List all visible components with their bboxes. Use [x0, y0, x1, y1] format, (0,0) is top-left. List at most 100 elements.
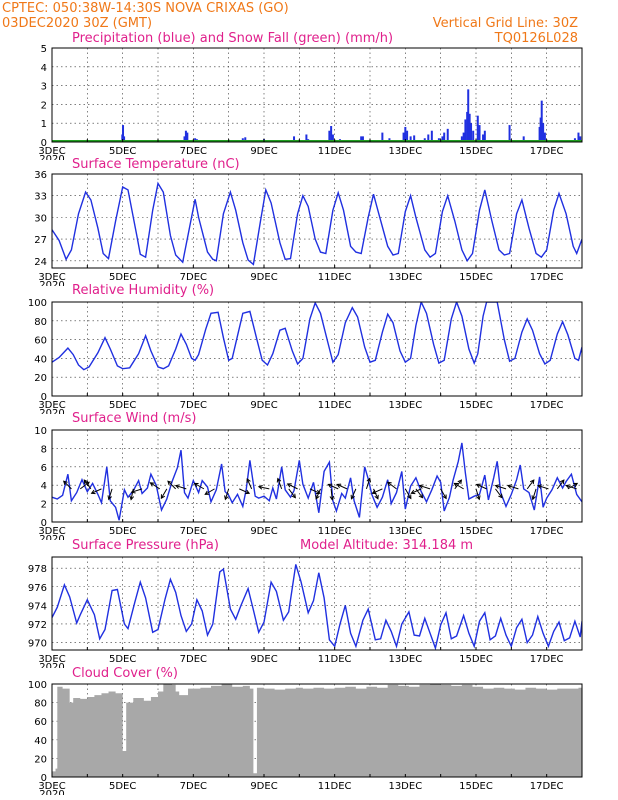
pressure-xtick-label: 17DEC — [530, 654, 564, 665]
wind-xtick-label: 11DEC — [318, 526, 352, 537]
cloud-xtick-label: 9DEC — [250, 781, 277, 792]
precipitation-bar — [446, 128, 449, 142]
wind-arrow-head — [350, 494, 355, 500]
precipitation-panel: 0 1 2 3 4 5 3DEC 5DEC 7DEC 9DEC 11DEC 13DEC 15DEC 17D… — [38, 44, 583, 160]
wind-ytick-label: 2 — [41, 500, 47, 511]
precipitation-bar — [413, 135, 416, 142]
wind-arrow-shaft — [411, 488, 422, 494]
pressure-xtick-label: 13DEC — [388, 654, 422, 665]
pressure-panel: 970 972 974 976 978 3DEC 5DEC 7DEC 9DEC 11DEC 13DE… — [28, 556, 583, 668]
wind-ytick-label: 8 — [41, 444, 47, 455]
wind-arrow-head — [498, 493, 503, 499]
wind-arrow-shaft — [224, 488, 230, 500]
wind-arrow-shaft — [63, 480, 72, 490]
pressure-xtick-label: 7DEC — [180, 654, 207, 665]
precipitation-bar — [123, 136, 126, 142]
humidity-ytick-label: 0 — [41, 392, 47, 403]
precipitation-ytick-label: 0 — [41, 138, 47, 149]
wind-arrow-shaft — [365, 478, 371, 490]
wind-ytick-label: 6 — [41, 463, 47, 474]
wind-arrow-head — [506, 484, 512, 489]
humidity-title: Relative Humidity (%) — [72, 283, 214, 298]
temperature-xtick-label: 7DEC — [180, 272, 207, 283]
wind-arrow-head — [315, 494, 320, 500]
wind-arrow-head — [565, 484, 571, 489]
wind-arrow-head — [204, 490, 210, 495]
wind-ytick-label: 0 — [41, 518, 47, 529]
precipitation-bar — [293, 136, 296, 142]
wind-arrow-shaft — [160, 488, 168, 499]
precipitation-ytick-label: 1 — [41, 119, 47, 130]
precipitation-bar — [331, 134, 334, 142]
wind-arrow-shaft — [475, 488, 480, 500]
temperature-ytick-label: 36 — [34, 170, 47, 181]
wind-arrow-head — [174, 484, 180, 489]
precipitation-ytick-label: 3 — [41, 82, 47, 93]
humidity-xtick-label: 17DEC — [530, 400, 564, 411]
wind-arrow-head — [246, 478, 251, 484]
wind-arrow-head — [327, 483, 333, 488]
precipitation-bar — [476, 115, 479, 142]
precipitation-ytick-label: 4 — [41, 63, 47, 74]
wind-year-label: 2020 — [39, 534, 64, 545]
pressure-xtick-label: 15DEC — [459, 654, 493, 665]
cloud-xtick-label: 13DEC — [388, 781, 422, 792]
humidity-ytick-label: 80 — [34, 317, 47, 328]
humidity-frame — [51, 301, 583, 397]
humidity-ytick-label: 40 — [34, 354, 47, 365]
precipitation-bar — [539, 117, 542, 142]
wind-arrow-head — [62, 480, 68, 486]
precipitation-xtick-label: 3DEC — [38, 146, 65, 157]
cloud-ytick-label: 20 — [34, 754, 47, 765]
precipitation-bar — [508, 125, 511, 142]
header-grid-note: Vertical Grid Line: 30Z — [433, 16, 578, 31]
pressure-title: Surface Pressure (hPa) — [72, 538, 219, 553]
precipitation-bar — [360, 136, 363, 142]
wind-arrow-head — [245, 489, 251, 495]
precipitation-bar — [441, 136, 444, 142]
precipitation-bar — [330, 126, 333, 142]
precipitation-bar — [482, 134, 485, 142]
wind-arrow-head — [224, 495, 229, 501]
precipitation-plot-area — [52, 89, 582, 142]
temperature-title: Surface Temperature (nC) — [72, 157, 240, 172]
wind-arrow-shaft — [131, 488, 143, 493]
pressure-frame — [51, 556, 583, 651]
precipitation-bar — [464, 119, 467, 142]
wind-arrow-shaft — [175, 485, 187, 490]
wind-arrow-head — [83, 479, 89, 485]
wind-arrow-shaft — [336, 484, 348, 490]
wind-arrow-head — [476, 495, 481, 501]
wind-arrow-head — [129, 495, 135, 501]
header-location: CPTEC: 050:38W-14:30S NOVA CRIXAS (GO) — [2, 1, 289, 16]
wind-arrow-head — [529, 479, 535, 485]
cloud-panel: 0 20 40 60 80 100 3DEC 5DEC 7DEC 9DEC 11DEC 13DEC 15… — [28, 680, 583, 800]
humidity-panel: 0 20 40 60 80 100 3DEC 5DEC 7DEC 9DEC 11DEC 13DEC 15… — [28, 298, 583, 414]
humidity-xtick-label: 5DEC — [109, 400, 136, 411]
temperature-xtick-label: 3DEC — [38, 272, 65, 283]
wind-arrow-head — [366, 477, 372, 483]
wind-arrow-shaft — [328, 484, 339, 490]
precipitation-bar — [443, 132, 446, 142]
cloud-ytick-label: 60 — [34, 717, 47, 728]
pressure-ytick-label: 978 — [28, 564, 47, 575]
wind-arrow-head — [149, 482, 155, 487]
wind-arrow-head — [475, 483, 481, 488]
wind-frame — [51, 429, 583, 523]
wind-arrow-shaft — [288, 488, 296, 498]
wind-arrow-head — [442, 494, 447, 500]
wind-arrow-shaft — [167, 480, 177, 490]
cloud-year-label: 2020 — [39, 789, 64, 800]
cloud-ytick-label: 80 — [34, 699, 47, 710]
wind-arrow-shaft — [351, 488, 357, 499]
precipitation-bar — [467, 89, 470, 142]
cloud-xtick-label: 5DEC — [109, 781, 136, 792]
cloud-xtick-label: 15DEC — [459, 781, 493, 792]
cloud-xtick-label: 17DEC — [530, 781, 564, 792]
precipitation-bar — [404, 126, 407, 142]
chart-panels: 0 1 2 3 4 5 3DEC 5DEC 7DEC 9DEC 11DEC 13DEC 15DEC 17D… — [28, 44, 583, 800]
precipitation-xtick-label: 9DEC — [250, 146, 277, 157]
wind-arrow-head — [276, 477, 282, 483]
wind-ytick-label: 4 — [41, 481, 47, 492]
wind-arrow-shaft — [495, 485, 507, 490]
